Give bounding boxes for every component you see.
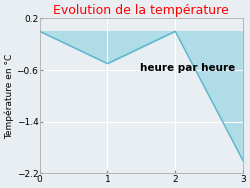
Text: heure par heure: heure par heure — [140, 63, 236, 73]
Y-axis label: Température en °C: Température en °C — [4, 53, 14, 139]
Title: Evolution de la température: Evolution de la température — [54, 4, 229, 17]
